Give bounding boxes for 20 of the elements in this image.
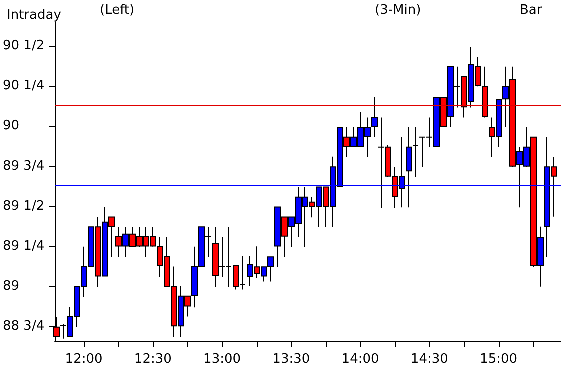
x-tick-label: 12:30 (134, 352, 172, 367)
x-tick-label: 14:00 (342, 352, 380, 367)
y-tick-label: 88 3/4 (3, 319, 45, 334)
y-tick-label: 90 (3, 118, 20, 134)
text: (Left) (100, 3, 135, 18)
text: Bar (520, 3, 543, 18)
y-tick-label: 90 1/4 (3, 78, 45, 94)
x-tick-label: 13:30 (272, 352, 310, 367)
candlestick (413, 126, 419, 178)
y-tick-label: 90 1/2 (3, 38, 45, 54)
y-tick-label: 89 1/2 (3, 198, 45, 214)
y-tick-label: 89 (3, 278, 20, 294)
y-tick-label: 89 3/4 (3, 158, 45, 174)
x-tick-label: 14:30 (410, 352, 448, 367)
x-tick-label: 13:00 (204, 352, 242, 367)
y-tick-label: 89 1/4 (3, 238, 45, 254)
chart-title: Intraday (7, 8, 62, 23)
x-tick-label: 15:00 (480, 352, 518, 367)
text: (3-Min) (375, 3, 422, 18)
x-tick-label: 12:00 (65, 352, 103, 367)
